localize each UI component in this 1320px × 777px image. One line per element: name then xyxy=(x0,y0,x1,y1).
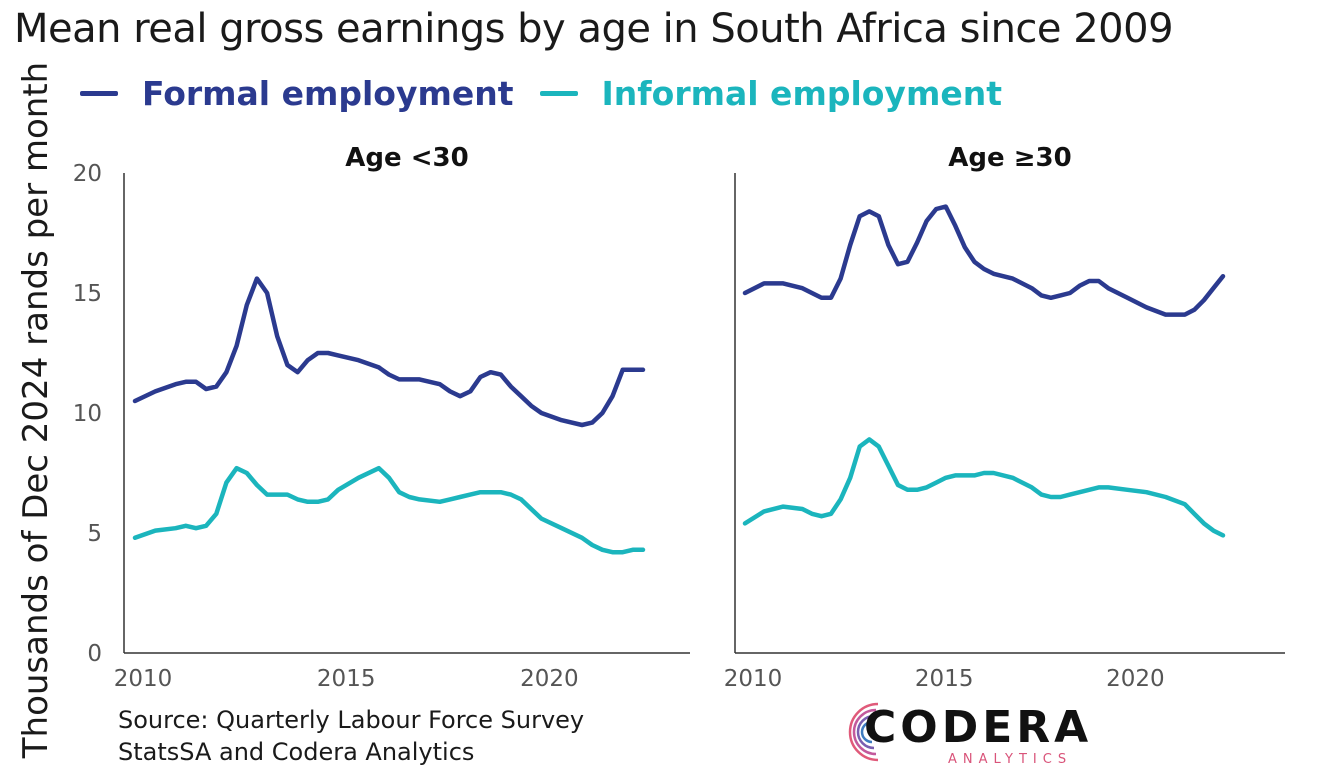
y-tick-label: 15 xyxy=(73,281,102,307)
legend-item-informal: Informal employment xyxy=(539,74,1002,113)
legend-label-informal: Informal employment xyxy=(601,74,1002,113)
y-tick-label: 0 xyxy=(87,641,102,667)
series-line-formal-1 xyxy=(742,204,1226,317)
x-tick-label: 2010 xyxy=(724,666,783,692)
x-tick-label: 2015 xyxy=(317,666,376,692)
x-tick-label: 2020 xyxy=(520,666,579,692)
legend: Formal employment Informal employment xyxy=(80,74,1028,113)
legend-item-formal: Formal employment xyxy=(80,74,514,113)
source-note: Source: Quarterly Labour Force Survey St… xyxy=(118,704,584,768)
panel-title-0: Age <30 xyxy=(345,143,468,173)
x-tick-label: 2010 xyxy=(114,666,173,692)
codera-logo: CODERA ANALYTICS xyxy=(838,692,1098,772)
legend-swatch-informal xyxy=(539,91,578,96)
y-tick-label: 10 xyxy=(73,401,102,427)
legend-label-formal: Formal employment xyxy=(142,74,514,113)
series-line-formal-0 xyxy=(132,276,646,428)
chart-title: Mean real gross earnings by age in South… xyxy=(14,6,1174,52)
panel-title-1: Age ≥30 xyxy=(948,143,1071,173)
source-line-2: StatsSA and Codera Analytics xyxy=(118,738,475,766)
series-line-informal-1 xyxy=(742,437,1226,538)
y-tick-label: 5 xyxy=(87,521,102,547)
logo-wordmark: CODERA xyxy=(864,702,1093,753)
legend-swatch-formal xyxy=(80,91,118,96)
source-line-1: Source: Quarterly Labour Force Survey xyxy=(118,706,585,734)
logo-subtitle: ANALYTICS xyxy=(948,752,1073,767)
y-tick-label: 20 xyxy=(73,161,102,187)
x-tick-label: 2020 xyxy=(1106,666,1165,692)
x-tick-label: 2015 xyxy=(915,666,974,692)
series-line-informal-0 xyxy=(132,465,646,555)
codera-logo-icon xyxy=(848,702,879,762)
